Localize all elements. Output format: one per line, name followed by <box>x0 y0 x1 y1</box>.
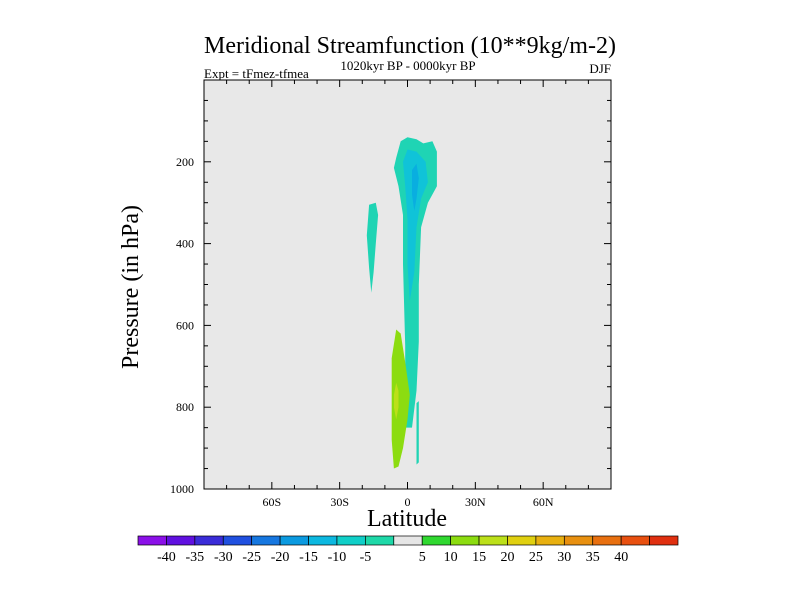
y-tick-label: 1000 <box>170 482 194 496</box>
axis-tick-labels: 60S 30S 0 30N 60N 200 400 600 800 1000 <box>170 155 554 509</box>
contour-region-north-tower-core <box>412 163 419 211</box>
contour-region-lower-sliver <box>416 401 419 465</box>
y-tick-label: 400 <box>176 237 194 251</box>
colorbar-label: 40 <box>614 550 628 565</box>
colorbar-swatch <box>308 535 338 546</box>
colorbar-swatch <box>592 535 622 546</box>
x-tick-label: 0 <box>405 495 411 509</box>
contour-region-lower-cell-outer <box>391 329 410 469</box>
colorbar-swatch <box>649 535 679 546</box>
x-tick-label: 30S <box>330 495 349 509</box>
colorbar-swatch <box>251 535 281 546</box>
colorbar-label: 5 <box>419 550 426 565</box>
contour-region-west-sliver <box>366 202 379 293</box>
contour-region-north-tower-outer <box>393 137 437 428</box>
colorbar-label: 25 <box>529 550 543 565</box>
colorbar-label: 30 <box>557 550 571 565</box>
colorbar-swatch <box>393 535 423 546</box>
colorbar-label: 20 <box>501 550 515 565</box>
colorbar-swatch <box>620 535 650 546</box>
colorbar-label: -30 <box>214 550 233 565</box>
colorbar <box>137 535 679 546</box>
period-label: 1020kyr BP - 0000kyr BP <box>340 58 475 73</box>
y-tick-label: 600 <box>176 318 194 332</box>
colorbar-label: -35 <box>185 550 204 565</box>
colorbar-swatch <box>336 535 366 546</box>
colorbar-label: 35 <box>586 550 600 565</box>
colorbar-label: -15 <box>299 550 318 565</box>
colorbar-label: -5 <box>360 550 372 565</box>
colorbar-swatch <box>563 535 594 546</box>
colorbar-swatch <box>222 535 253 546</box>
x-tick-label: 60S <box>262 495 281 509</box>
colorbar-swatch <box>478 535 508 546</box>
colorbar-swatch <box>194 535 224 546</box>
x-tick-label: 60N <box>533 495 554 509</box>
axis-ticks <box>204 80 611 490</box>
colorbar-swatch <box>166 535 196 546</box>
colorbar-label: 10 <box>444 550 458 565</box>
colorbar-labels: -40 -35 -30 -25 -20 -15 -10 -5 5 10 15 20 25 30 35 40 <box>157 550 628 565</box>
x-axis-label: Latitude <box>367 506 447 532</box>
colorbar-swatch <box>365 535 395 546</box>
y-axis-label: Pressure (in hPa) <box>118 205 144 369</box>
colorbar-swatch <box>137 535 167 546</box>
contour-region-north-tower-inner <box>403 149 428 301</box>
plot-area: 60S 30S 0 30N 60N 200 400 600 800 1000 <box>170 79 612 509</box>
colorbar-swatch <box>507 535 537 546</box>
colorbar-label: -20 <box>271 550 290 565</box>
colorbar-label: -40 <box>157 550 176 565</box>
colorbar-label: -10 <box>328 550 347 565</box>
colorbar-label: 15 <box>472 550 486 565</box>
colorbar-swatch <box>450 535 480 546</box>
contour-layer <box>366 137 437 469</box>
colorbar-label: -25 <box>242 550 261 565</box>
y-tick-label: 800 <box>176 400 194 414</box>
colorbar-swatch <box>535 535 565 546</box>
x-tick-label: 30N <box>465 495 486 509</box>
y-tick-label: 200 <box>176 155 194 169</box>
experiment-label: Expt = tFmez-tfmea <box>204 66 309 81</box>
season-label: DJF <box>589 61 611 76</box>
chart-title: Meridional Streamfunction (10**9kg/m-2) <box>204 33 616 59</box>
colorbar-swatch <box>279 535 309 546</box>
colorbar-swatch <box>421 535 451 546</box>
contour-region-lower-cell-inner <box>393 382 399 420</box>
